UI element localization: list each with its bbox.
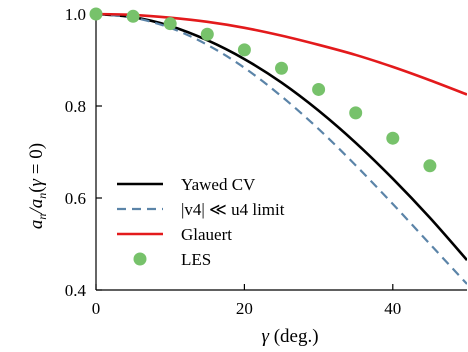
- legend: Yawed CV |v4| ≪ u4 limit Glauert LES: [117, 175, 285, 269]
- axes: [95, 8, 467, 291]
- series-line-1: [96, 12, 467, 285]
- les-point: [126, 9, 140, 23]
- les-point: [89, 7, 103, 21]
- y-tick-label: 0.4: [65, 281, 87, 300]
- series-line-0: [96, 12, 467, 261]
- les-point: [349, 106, 363, 120]
- x-axis-title: γ (deg.): [261, 326, 318, 347]
- series-line-2: [96, 12, 467, 96]
- les-point: [312, 82, 326, 96]
- legend-item: LES: [133, 250, 211, 269]
- legend-label: |v4| ≪ u4 limit: [181, 200, 285, 219]
- tick-labels: 0 20 40 0.4 0.6 0.8 1.0: [65, 5, 402, 318]
- legend-item: Yawed CV: [117, 175, 256, 194]
- legend-item: Glauert: [117, 225, 232, 244]
- y-tick-label: 0.8: [65, 97, 86, 116]
- les-point: [200, 27, 214, 41]
- legend-label: LES: [181, 250, 211, 269]
- legend-swatch: [133, 252, 147, 266]
- legend-item: |v4| ≪ u4 limit: [117, 200, 285, 219]
- les-point: [275, 61, 288, 75]
- plot-series: [89, 7, 467, 285]
- y-tick-label: 1.0: [65, 5, 86, 24]
- les-point: [423, 159, 437, 173]
- legend-label: Glauert: [181, 225, 232, 244]
- y-axis-title: an/an(γ = 0): [26, 143, 49, 229]
- x-tick-label: 20: [236, 299, 253, 318]
- y-tick-label: 0.6: [65, 189, 86, 208]
- x-tick-label: 0: [92, 299, 101, 318]
- x-tick-label: 40: [384, 299, 401, 318]
- les-point: [386, 131, 400, 145]
- les-point: [237, 43, 251, 57]
- legend-label: Yawed CV: [181, 175, 256, 194]
- les-point: [163, 17, 177, 31]
